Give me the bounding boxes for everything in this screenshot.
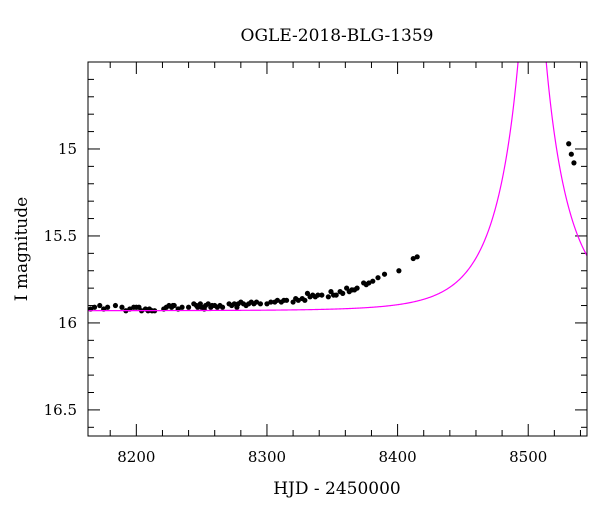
data-point [319, 292, 325, 298]
data-point [104, 304, 111, 310]
data-point [179, 304, 185, 310]
data-point [340, 290, 346, 296]
data-point [571, 160, 577, 166]
data-point [185, 304, 192, 310]
data-point [325, 294, 331, 300]
chart-title: OGLE-2018-BLG-1359 [241, 26, 434, 46]
plot-frame [87, 61, 588, 437]
data-point [253, 299, 260, 305]
data-point [283, 297, 290, 303]
data-point [295, 297, 301, 303]
data-point [410, 255, 416, 262]
data-point [370, 278, 376, 284]
data-point [333, 292, 339, 298]
y-axis-label: I magnitude [12, 197, 32, 301]
data-point [97, 302, 103, 309]
data-point [274, 297, 281, 303]
model-curve [88, 62, 587, 312]
data-point [264, 301, 270, 307]
y-tick-label: 15.5 [44, 227, 77, 245]
data-point [257, 301, 264, 307]
data-point [219, 304, 226, 310]
y-tick-label: 16.5 [44, 401, 77, 419]
data-point [315, 292, 321, 298]
data-point [568, 151, 574, 157]
x-tick-label: 8300 [248, 448, 286, 466]
data-point [566, 141, 572, 147]
data-point [396, 268, 402, 274]
data-point [119, 304, 125, 310]
data-point [414, 254, 420, 260]
tick-labels: 8200 8300 8400 8500 15 15.5 16 16.5 [44, 140, 548, 466]
x-tick-label: 8200 [117, 448, 155, 466]
x-axis-label: HJD - 2450000 [273, 479, 401, 499]
data-point [91, 304, 98, 310]
data-point [268, 299, 274, 305]
data-point [112, 302, 119, 309]
data-point [366, 280, 372, 286]
data-points [88, 141, 577, 314]
y-tick-label: 16 [58, 314, 77, 332]
data-point [302, 297, 308, 303]
data-point [375, 275, 381, 281]
data-point [171, 302, 177, 309]
data-point [381, 271, 388, 277]
x-tick-label: 8400 [378, 448, 416, 466]
y-tick-label: 15 [58, 140, 77, 158]
x-tick-label: 8500 [509, 448, 547, 466]
data-point [354, 285, 360, 291]
